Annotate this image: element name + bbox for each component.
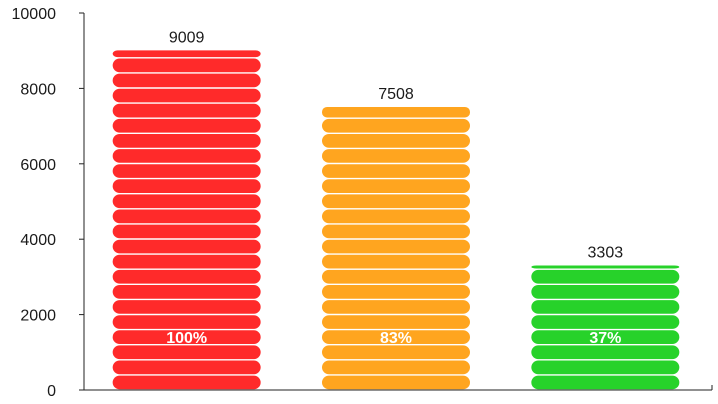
bar-segment — [112, 269, 261, 284]
bar-segment — [322, 315, 470, 329]
bar-segment — [531, 315, 680, 329]
y-tick-label: 2000 — [20, 308, 56, 325]
bar-segment — [322, 224, 470, 239]
bar-segment — [112, 224, 261, 239]
bar-segment — [322, 194, 470, 209]
bar-segment — [112, 345, 261, 360]
bar-segment — [531, 375, 680, 390]
bar-segment — [112, 209, 261, 224]
bar-segment — [322, 269, 470, 284]
bar-segment — [322, 360, 470, 375]
y-tick-label: 0 — [47, 383, 56, 400]
bar-segment — [322, 179, 470, 193]
bar-value-label: 7508 — [378, 86, 414, 103]
y-tick-label: 4000 — [20, 232, 56, 249]
bar-segment — [112, 134, 261, 148]
bar-1 — [112, 50, 261, 390]
bar-segment — [112, 194, 261, 209]
bar-segment — [112, 375, 261, 390]
bar-percent-label: 37% — [589, 330, 621, 347]
y-tick-label: 6000 — [20, 157, 56, 174]
bar-segment — [112, 360, 261, 375]
bar-segment — [322, 345, 470, 360]
bar-3 — [531, 265, 680, 390]
bar-segment — [531, 269, 680, 284]
bar-segment — [322, 106, 470, 118]
bar-segment — [322, 134, 470, 148]
bar-segment — [531, 300, 680, 314]
bar-percent-label: 83% — [380, 330, 412, 347]
bar-segment — [112, 300, 261, 314]
labels: 9009 100% 7508 83% 3303 37% — [166, 29, 623, 347]
bar-segment — [322, 300, 470, 314]
bar-segment — [322, 285, 470, 299]
bar-segment — [112, 118, 261, 133]
bars — [112, 50, 680, 390]
bar-value-label: 9009 — [169, 29, 205, 46]
bar-value-label: 3303 — [588, 244, 624, 261]
bar-segment — [531, 360, 680, 375]
bar-segment — [322, 149, 470, 163]
bar-segment — [322, 209, 470, 224]
bar-segment — [322, 330, 470, 344]
bar-2 — [322, 106, 470, 390]
bar-segment — [531, 285, 680, 299]
bar-segment — [322, 254, 470, 269]
bar-segment — [112, 285, 261, 299]
bar-segment — [322, 118, 470, 133]
bar-segment — [531, 265, 680, 269]
bar-segment — [112, 254, 261, 269]
bar-segment — [531, 345, 680, 360]
bar-segment — [112, 103, 261, 118]
bar-segment — [112, 50, 261, 58]
bar-segment — [322, 239, 470, 254]
bar-segment — [112, 149, 261, 163]
bar-segment — [112, 88, 261, 103]
bar-segment — [112, 239, 261, 254]
bar-percent-label: 100% — [166, 330, 207, 347]
bar-segment — [531, 330, 680, 344]
bar-segment — [322, 375, 470, 390]
bar-segment — [112, 179, 261, 193]
y-axis: 0 2000 4000 6000 8000 10000 — [12, 6, 85, 400]
bar-segment — [112, 330, 261, 344]
bar-segment — [112, 73, 261, 88]
bar-segment — [322, 164, 470, 178]
y-tick-label: 8000 — [20, 81, 56, 98]
bar-segment — [112, 315, 261, 329]
y-tick-label: 10000 — [12, 6, 57, 23]
bar-segment — [112, 58, 261, 73]
x-axis — [84, 385, 713, 391]
bar-segment — [112, 164, 261, 178]
